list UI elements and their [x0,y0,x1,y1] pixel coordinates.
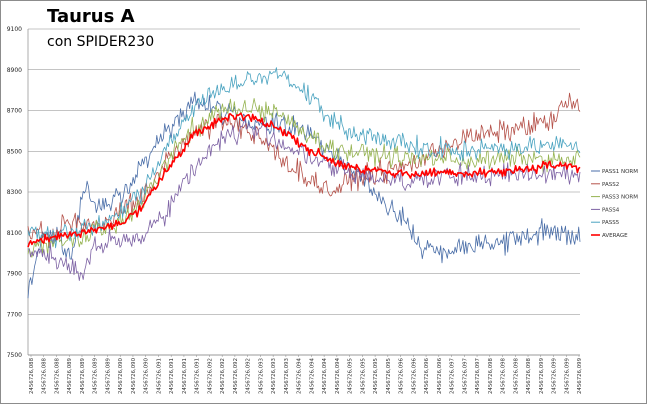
x-tick-label: 2456726,099 [539,357,545,394]
x-tick-label: 2456726,096 [437,357,443,394]
x-tick-label: 2456726,091 [182,358,188,394]
y-tick-label: 7700 [7,311,22,318]
x-tick-label: 2456726,098 [513,357,519,394]
series-line [27,98,581,258]
x-tick-label: 2456726,092 [220,358,226,394]
x-tick-label: 2456726,097 [475,358,481,394]
x-tick-label: 2456726,097 [462,358,468,394]
x-tick-label: 2456726,089 [105,357,111,394]
x-tick-label: 2456726,097 [450,358,456,394]
x-tick-label: 2456726,093 [258,358,264,394]
series-line [27,112,581,248]
grid-lines [28,28,580,356]
x-tick-label: 2456726,090 [144,357,150,394]
x-tick-label: 2456726,096 [424,357,430,394]
x-tick-label: 2456726,094 [322,357,328,394]
x-tick-label: 2456726,094 [335,357,341,394]
x-tick-label: 2456726,093 [284,358,290,394]
y-tick-label: 8500 [7,148,22,155]
x-tick-label: 2456726,095 [360,358,366,394]
series-line [27,119,581,282]
legend-label: PASS2 [602,182,619,188]
series-line [27,92,581,247]
x-tick-label: 2456726,096 [411,357,417,394]
x-tick-label: 2456726,088 [54,357,60,394]
x-tick-label: 2456726,089 [80,357,86,394]
x-tick-label: 2456726,099 [552,357,558,394]
y-tick-label: 8100 [7,230,22,237]
y-tick-label: 8700 [7,108,22,115]
x-tick-label: 2456726,091 [195,358,201,394]
x-tick-label: 2456726,090 [118,357,124,394]
plot-area [27,67,581,299]
x-tick-label: 2456726,088 [42,357,48,394]
x-tick-label: 2456726,092 [233,358,239,394]
x-tick-label: 2456726,096 [399,357,405,394]
chart-subtitle: con SPIDER230 [47,34,155,50]
x-tick-label: 2456726,091 [156,358,162,394]
y-tick-label: 9100 [7,26,22,33]
x-tick-label: 2456726,089 [67,357,73,394]
x-tick-label: 2456726,094 [309,357,315,394]
x-tick-label: 2456726,098 [526,357,532,394]
x-tick-label: 2456726,095 [348,358,354,394]
y-tick-label: 8900 [7,67,22,74]
chart-title: Taurus A [47,6,135,27]
x-tick-label: 2456726,094 [297,357,303,394]
y-tick-label: 7500 [7,352,22,359]
y-tick-label: 7900 [7,271,22,278]
legend: PASS1 NORM PASS2 PASS3 NORM PASS4 PASS5 AVERA… [591,169,638,239]
legend-label: PASS1 NORM [602,169,638,175]
y-tick-label: 8300 [7,189,22,196]
x-tick-label: 2456726,099 [577,357,583,394]
legend-label: PASS3 NORM [602,195,638,201]
x-tick-label: 2456726,090 [131,357,137,394]
series-line [27,91,581,299]
x-tick-label: 2456726,091 [169,358,175,394]
legend-label: PASS5 [602,220,620,226]
x-tick-label: 2456726,089 [93,357,99,394]
x-tick-label: 2456726,093 [271,358,277,394]
x-tick-label: 2456726,088 [29,357,35,394]
x-tick-label: 2456726,092 [246,358,252,394]
series-line [27,67,581,249]
y-axis: 7500 7700 7900 8100 8300 8500 8700 8900 9100 [7,26,580,359]
x-tick-label: 2456726,095 [373,358,379,394]
legend-label: AVERAGE [602,233,628,239]
x-axis: 2456726,088 2456726,088 2456726,088 2456726… [29,355,583,394]
x-tick-label: 2456726,098 [488,357,494,394]
x-tick-label: 2456726,095 [386,358,392,394]
x-tick-label: 2456726,099 [564,357,570,394]
x-tick-label: 2456726,098 [501,357,507,394]
legend-label: PASS4 [602,207,620,213]
x-tick-label: 2456726,092 [207,358,213,394]
